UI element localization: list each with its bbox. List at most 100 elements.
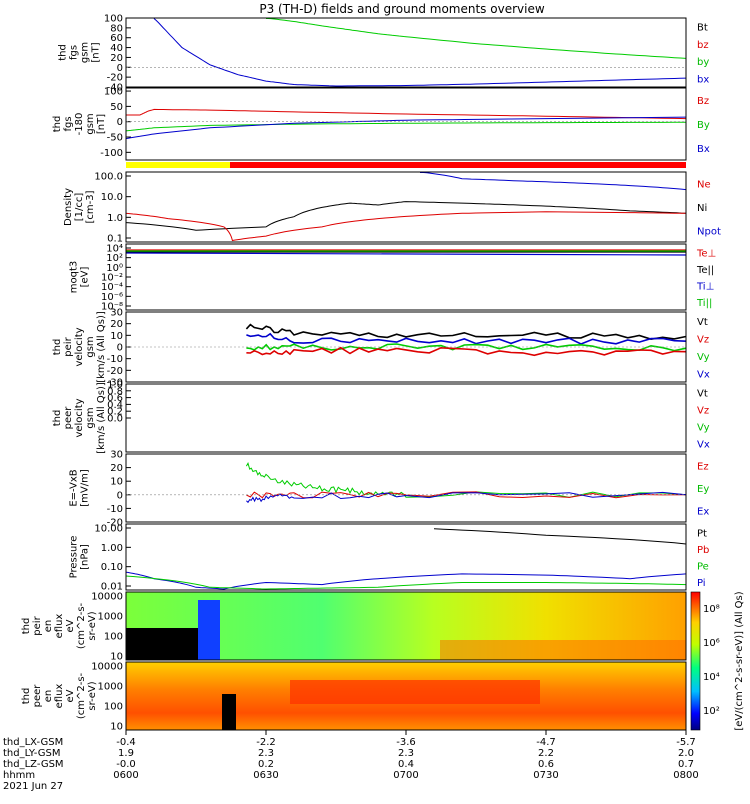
- ylabel: E=-VxB [mV/m]: [69, 469, 91, 507]
- ylabel-line: gsm: [85, 407, 96, 428]
- ylabel-line: velocity: [74, 327, 85, 366]
- ylabel-line: moqt3: [69, 261, 80, 294]
- series-Ey: [245, 462, 687, 498]
- colorbar-tick: 10²: [703, 706, 720, 717]
- legend-entry: Ni: [697, 203, 707, 214]
- legend-entry: Te⊥: [696, 248, 716, 259]
- colorbar-tick: 10⁸: [703, 604, 720, 615]
- ylabel: thd fgs -180 gsm [nT]: [52, 113, 107, 136]
- series-By: [125, 121, 686, 132]
- panel-frame: [125, 311, 687, 383]
- ytick-label: 20: [110, 463, 123, 474]
- heatmap-ion: [125, 591, 687, 661]
- ylabel-line: eV: [65, 619, 76, 632]
- panel-frame: [125, 87, 687, 161]
- ytick-label: 40: [110, 43, 123, 54]
- legend-entry: Pt: [697, 528, 707, 539]
- orbit-value: 1.9: [118, 748, 134, 759]
- legend-entry: Pi: [697, 578, 706, 589]
- ytick-label: 100: [104, 14, 123, 25]
- ytick-label: 10: [110, 652, 123, 663]
- ylabel: thd peir velocity gsm [km/s (All Qs)]: [52, 311, 107, 383]
- ytick-label: 30: [110, 450, 123, 461]
- ytick-label: 10⁴: [106, 244, 123, 255]
- panel-frame: [125, 383, 687, 453]
- orbit-value: 0730: [533, 770, 558, 781]
- orbit-value: 2.0: [678, 748, 694, 759]
- ylabel-line: [cm-3]: [85, 190, 96, 223]
- mode-bar: [126, 162, 686, 168]
- ylabel-line: thd: [21, 688, 32, 705]
- ylabel-line: thd: [52, 116, 63, 133]
- ytick-label: 80: [110, 23, 123, 34]
- panel-frame: [125, 171, 687, 243]
- legend-entry: Te||: [696, 265, 714, 276]
- ytick-label: -20: [107, 73, 123, 84]
- panel-frame: [125, 17, 687, 88]
- chart-title: P3 (TH-D) fields and ground moments over…: [259, 2, 544, 16]
- ytick-label: 10.00: [94, 524, 123, 535]
- orbit-row-label: hhmm: [3, 770, 35, 781]
- ytick-label: 1.0: [107, 213, 123, 224]
- legend-entry: Vt: [697, 389, 708, 400]
- heatmap-electron-band: [290, 680, 540, 704]
- ylabel: thd peer en eflux eV (cm^2-s-sr-eV): [21, 672, 98, 719]
- panel-frame: [125, 523, 687, 591]
- ylabel-line: -180: [74, 113, 85, 136]
- series-Bx: [125, 116, 687, 140]
- ylabel-line: eflux: [54, 684, 65, 709]
- ylabel-line: [km/s (All Qs)]: [96, 382, 107, 454]
- ylabel: thd peir en eflux eV (cm^2-s-sr-eV): [21, 602, 98, 649]
- series-Npot: [125, 211, 687, 242]
- ylabel-line: eflux: [54, 614, 65, 639]
- ylabel-line: [mV/m]: [80, 469, 91, 507]
- orbit-value: 0.6: [538, 759, 554, 770]
- ylabel-line: sr-eV): [87, 611, 98, 640]
- ytick-label: 1.00: [101, 543, 123, 554]
- ylabel-line: [eV]: [80, 267, 91, 288]
- colorbar-label: [eV/(cm^2-s-sr-eV)] (All Qs): [734, 591, 745, 730]
- ylabel-line: E=-VxB: [69, 469, 80, 506]
- ylabel-line: eV: [65, 689, 76, 702]
- legend-entry: Pb: [697, 545, 709, 556]
- heatmap-ion-lowenergy: [440, 640, 686, 660]
- ylabel-line: peer: [32, 684, 43, 708]
- orbit-value: 0700: [393, 770, 418, 781]
- ylabel-line: peer: [63, 406, 74, 430]
- series-Ne: [420, 172, 687, 191]
- orbit-value: 2.3: [258, 748, 274, 759]
- heatmap-ion-lowcount: [126, 628, 198, 660]
- series-Pi: [125, 571, 687, 590]
- orbit-value: 2.3: [398, 748, 414, 759]
- ylabel-line: [1/cc]: [74, 193, 85, 222]
- legend-entry: Vt: [697, 317, 708, 328]
- legend-entry: Ey: [697, 484, 709, 495]
- series-Vy: [246, 343, 687, 352]
- ylabel-line: thd: [21, 618, 32, 635]
- ytick-label: -100: [100, 148, 123, 159]
- colorbar-tick: 10⁶: [703, 638, 720, 649]
- ylabel-line: thd: [52, 339, 63, 356]
- heatmap-electron-gap: [222, 694, 236, 730]
- series-Pt: [433, 528, 687, 545]
- series-Ni: [125, 201, 687, 231]
- ytick-label: 10: [110, 477, 123, 488]
- ytick-label: 0.10: [101, 562, 123, 573]
- ytick-label: 0: [117, 117, 123, 128]
- legend-entry: Ti⊥: [696, 281, 714, 292]
- series-Vz: [246, 346, 687, 357]
- temperature-trace: [125, 252, 687, 256]
- ytick-label: 0.4: [107, 400, 123, 411]
- legend-entry: Vx: [697, 440, 710, 451]
- ytick-label: -20: [107, 366, 123, 377]
- colorbar-tick: 10⁴: [703, 672, 720, 683]
- legend-entry: Bx: [697, 144, 710, 155]
- ylabel: Pressure [nPa]: [69, 536, 91, 579]
- ytick-label: -10: [107, 504, 123, 515]
- ytick-label: 0.6: [107, 393, 123, 404]
- ytick-label: -10: [107, 354, 123, 365]
- colorbar: 10⁸ 10⁶ 10⁴ 10² [eV/(cm^2-s-sr-eV)] (All Qs): [690, 591, 745, 731]
- ytick-label: 10⁻⁸: [101, 302, 123, 313]
